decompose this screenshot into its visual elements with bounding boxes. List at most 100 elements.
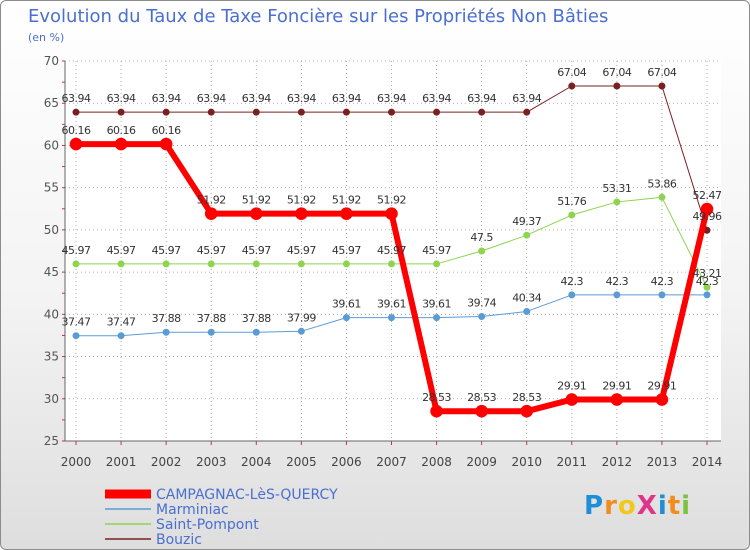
data-label: 67.04 — [647, 66, 676, 79]
data-point — [433, 108, 441, 116]
data-label: 42.3 — [606, 275, 629, 288]
data-label: 63.94 — [377, 92, 406, 105]
data-point — [297, 108, 305, 116]
data-label: 60.16 — [152, 124, 181, 137]
y-tick-label: 35 — [44, 350, 59, 364]
x-tick-label: 2014 — [692, 455, 723, 469]
legend-label: Bouzic — [156, 532, 202, 548]
data-point — [613, 82, 621, 90]
y-tick-label: 45 — [44, 265, 59, 279]
data-label: 37.47 — [107, 316, 136, 329]
y-tick-label: 65 — [44, 96, 59, 110]
data-point — [72, 332, 80, 340]
data-label: 51.92 — [242, 194, 271, 207]
data-label: 39.74 — [467, 297, 496, 310]
data-point — [117, 108, 125, 116]
data-point — [207, 260, 215, 268]
data-point — [207, 108, 215, 116]
y-tick-label: 25 — [44, 434, 59, 448]
data-label: 63.94 — [467, 92, 496, 105]
data-point — [658, 291, 666, 299]
x-tick-label: 2007 — [376, 455, 407, 469]
x-tick-label: 2010 — [511, 455, 542, 469]
data-label: 42.3 — [651, 275, 674, 288]
data-label: 63.94 — [287, 92, 316, 105]
data-label: 39.61 — [377, 298, 406, 311]
data-point — [252, 108, 260, 116]
data-point — [162, 328, 170, 336]
data-point — [72, 108, 80, 116]
x-tick-label: 2013 — [647, 455, 678, 469]
data-point — [568, 211, 576, 219]
chart-subtitle: (en %) — [28, 31, 65, 44]
data-label: 45.97 — [197, 244, 226, 257]
data-point — [523, 108, 531, 116]
data-point — [204, 207, 218, 220]
data-label: 42.3 — [561, 275, 584, 288]
data-label: 63.94 — [422, 92, 451, 105]
data-point — [342, 108, 350, 116]
data-label: 40.34 — [512, 291, 541, 304]
data-label: 45.97 — [422, 244, 451, 257]
data-label: 45.97 — [377, 244, 406, 257]
x-tick-label: 2006 — [331, 455, 362, 469]
data-label: 63.94 — [332, 92, 361, 105]
data-point — [114, 137, 128, 151]
data-label: 39.61 — [422, 298, 451, 311]
x-tick-label: 2002 — [151, 455, 182, 469]
data-point — [613, 291, 621, 299]
data-label: 51.92 — [377, 194, 406, 207]
data-label: 37.88 — [242, 312, 271, 325]
data-point — [297, 327, 305, 335]
data-label: 51.92 — [197, 194, 226, 207]
data-point — [523, 307, 531, 315]
data-point — [388, 260, 395, 268]
x-tick-label: 2009 — [466, 455, 497, 469]
data-label: 63.94 — [152, 92, 181, 105]
data-label: 60.16 — [62, 124, 91, 137]
y-tick-label: 40 — [44, 307, 59, 321]
data-label: 63.94 — [512, 92, 541, 105]
data-point — [610, 393, 624, 406]
data-label: 63.94 — [62, 92, 91, 105]
logo-letter: i — [657, 491, 668, 521]
data-label: 43.21 — [693, 267, 722, 280]
data-point — [433, 314, 441, 322]
data-point — [568, 291, 576, 299]
data-point — [700, 202, 714, 216]
data-point — [72, 260, 80, 268]
data-label: 67.04 — [602, 66, 631, 79]
data-label: 63.94 — [197, 92, 226, 105]
data-label: 51.92 — [332, 194, 361, 207]
data-label: 49.96 — [693, 210, 722, 223]
x-tick-label: 2000 — [61, 455, 92, 469]
y-tick-label: 70 — [44, 54, 59, 68]
data-point — [295, 207, 308, 220]
data-label: 39.61 — [332, 298, 361, 311]
x-tick-label: 2003 — [196, 455, 227, 469]
data-label: 29.91 — [602, 380, 631, 393]
data-label: 28.53 — [512, 391, 541, 404]
data-point — [252, 328, 260, 336]
proxiti-logo: ProXiti — [584, 491, 691, 521]
logo-letter: i — [681, 491, 692, 521]
data-point — [342, 314, 350, 322]
data-point — [703, 291, 711, 299]
data-label: 53.31 — [602, 182, 631, 195]
data-point — [655, 393, 669, 406]
data-point — [207, 328, 215, 336]
y-tick-label: 50 — [44, 223, 59, 237]
data-label: 52.47 — [693, 189, 722, 202]
data-point — [117, 332, 125, 340]
data-label: 49.37 — [512, 215, 541, 228]
data-label: 45.97 — [287, 244, 316, 257]
data-label: 67.04 — [557, 66, 586, 79]
data-point — [565, 393, 579, 406]
data-label: 29.91 — [647, 380, 676, 393]
data-label: 37.88 — [197, 312, 226, 325]
data-point — [703, 283, 711, 291]
data-point — [613, 198, 621, 206]
x-tick-label: 2008 — [421, 455, 452, 469]
